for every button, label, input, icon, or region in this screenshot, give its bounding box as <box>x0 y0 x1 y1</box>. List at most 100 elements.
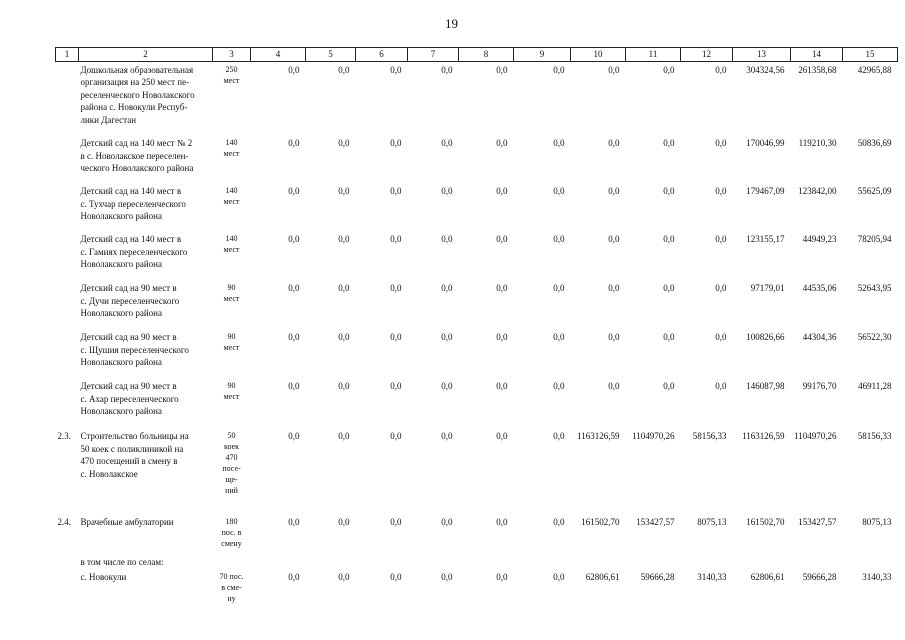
table-cell: 0,0 <box>608 234 620 244</box>
table-cell <box>56 231 79 280</box>
table-cell: 100826,66 <box>746 332 785 342</box>
header-cell: 3 <box>212 47 251 62</box>
table-cell: Детский сад на 90 мест в с. Дучи пересел… <box>80 283 180 318</box>
table-cell: 180 пос. в смену <box>221 517 242 548</box>
table-cell: 97179,01 <box>750 283 785 293</box>
table-cell: 140 мест <box>223 138 240 158</box>
table-cell: 0,0 <box>496 186 508 196</box>
table-cell: 0,0 <box>288 186 300 196</box>
table-cell: 0,0 <box>390 283 402 293</box>
table-cell: 90 мест <box>223 381 240 401</box>
table-row: с. Новокули 70 пос. в сме- ну 0,0 0,0 0,0 0,0… <box>56 569 898 619</box>
table-cell: 0,0 <box>553 381 565 391</box>
table-cell: 0,0 <box>663 332 675 342</box>
table-cell: 0,0 <box>338 186 350 196</box>
table: 1 2 3 4 5 6 7 8 9 10 11 12 13 14 15 Дошкольная образов… <box>55 47 898 619</box>
table-cell: 1104970,26 <box>794 431 837 441</box>
table-cell: 0,0 <box>496 234 508 244</box>
table-cell: 0,0 <box>553 138 565 148</box>
table-cell: 0,0 <box>496 64 508 75</box>
table-cell: 0,0 <box>553 186 565 196</box>
table-cell: 261358,68 <box>798 64 837 75</box>
table-cell: 0,0 <box>715 283 727 293</box>
table-row: 2.3. Строительство больницы на 50 коек с … <box>56 428 898 514</box>
table-cell: 0,0 <box>390 64 402 75</box>
table-cell: 0,0 <box>441 283 453 293</box>
table-cell: 90 мест <box>223 332 240 352</box>
table-cell: 179467,09 <box>746 186 785 196</box>
table-cell: 0,0 <box>338 64 350 75</box>
header-cell: 14 <box>790 47 843 62</box>
table-row: Детский сад на 140 мест № 2 в с. Новолак… <box>56 135 898 183</box>
header-cell: 4 <box>250 47 306 62</box>
table-cell: 0,0 <box>338 332 350 342</box>
table-cell: 58156,33 <box>692 431 727 441</box>
header-cell: 2 <box>78 47 213 62</box>
table-cell: 0,0 <box>715 381 727 391</box>
table-cell <box>843 554 898 569</box>
table-cell: 0,0 <box>338 381 350 391</box>
header-row: 1 2 3 4 5 6 7 8 9 10 11 12 13 14 15 <box>55 47 898 62</box>
table-cell: 0,0 <box>338 431 350 441</box>
table-cell: 1163126,59 <box>742 431 785 441</box>
table-row: Детский сад на 140 мест в с. Тухчар пере… <box>56 183 898 231</box>
table-cell: 140 мест <box>223 234 240 254</box>
table-cell: 146087,98 <box>746 381 785 391</box>
table-cell: 0,0 <box>338 234 350 244</box>
table-cell <box>56 135 79 183</box>
table-cell: 0,0 <box>288 332 300 342</box>
table-cell: 0,0 <box>496 381 508 391</box>
table-cell: 0,0 <box>441 431 453 441</box>
table-cell: 0,0 <box>288 64 300 75</box>
table-cell <box>56 280 79 329</box>
table-cell: 0,0 <box>553 571 565 582</box>
table-cell: 0,0 <box>288 138 300 148</box>
table-cell: 0,0 <box>553 234 565 244</box>
table-cell: Детский сад на 90 мест в с. Щушия пересе… <box>80 332 189 367</box>
table-cell: 0,0 <box>715 138 727 148</box>
table-cell: 0,0 <box>496 517 508 527</box>
table-cell: 0,0 <box>390 332 402 342</box>
table-cell: 119210,30 <box>798 138 837 148</box>
header-cell: 5 <box>305 47 356 62</box>
table-cell: 0,0 <box>608 186 620 196</box>
table-cell: 44304,36 <box>802 332 837 342</box>
table-cell: 1104970,26 <box>632 431 675 441</box>
table-row: Дошкольная образовательная организация н… <box>56 61 898 135</box>
header-cell: 6 <box>355 47 408 62</box>
table-cell: 50836,69 <box>857 138 892 148</box>
table-cell: 0,0 <box>441 517 453 527</box>
table-cell: 0,0 <box>496 283 508 293</box>
table-cell: 153427,57 <box>798 517 837 527</box>
table-cell: 161502,70 <box>746 517 785 527</box>
table-row: Детский сад на 90 мест в с. Щушия пересе… <box>56 329 898 378</box>
table-cell: 0,0 <box>715 64 727 75</box>
table-cell: 44535,06 <box>802 283 837 293</box>
header-cell: 8 <box>458 47 514 62</box>
header-cell: 7 <box>407 47 459 62</box>
table-cell: 3140,33 <box>862 571 892 582</box>
table-cell: 0,0 <box>441 64 453 75</box>
header-cell: 11 <box>625 47 681 62</box>
header-cell: 15 <box>842 47 898 62</box>
table-cell: 0,0 <box>390 381 402 391</box>
table-cell: 0,0 <box>288 234 300 244</box>
table-cell: Детский сад на 140 мест в с. Тухчар пере… <box>80 186 186 221</box>
table-cell: 250 мест <box>223 64 240 85</box>
table-cell: в том числе по селам: <box>80 557 164 567</box>
table-row: в том числе по селам: <box>56 554 898 569</box>
table-cell: 78205,94 <box>857 234 892 244</box>
table-cell: 0,0 <box>663 234 675 244</box>
table-cell: 0,0 <box>663 186 675 196</box>
table-cell: Детский сад на 140 мест № 2 в с. Новолак… <box>80 138 194 173</box>
table-cell <box>681 554 733 569</box>
table-cell: 0,0 <box>441 381 453 391</box>
table-cell: с. Новокули <box>80 571 127 582</box>
table-cell: Врачебные амбулатории <box>80 517 174 527</box>
table-cell: 52643,95 <box>857 283 892 293</box>
table-cell: 0,0 <box>288 571 300 582</box>
table-cell: 50 коек 470 посе- ще- ний <box>222 431 241 495</box>
table-cell: 0,0 <box>553 64 565 75</box>
table-cell: 0,0 <box>441 332 453 342</box>
table-cell: 140 мест <box>223 186 240 206</box>
